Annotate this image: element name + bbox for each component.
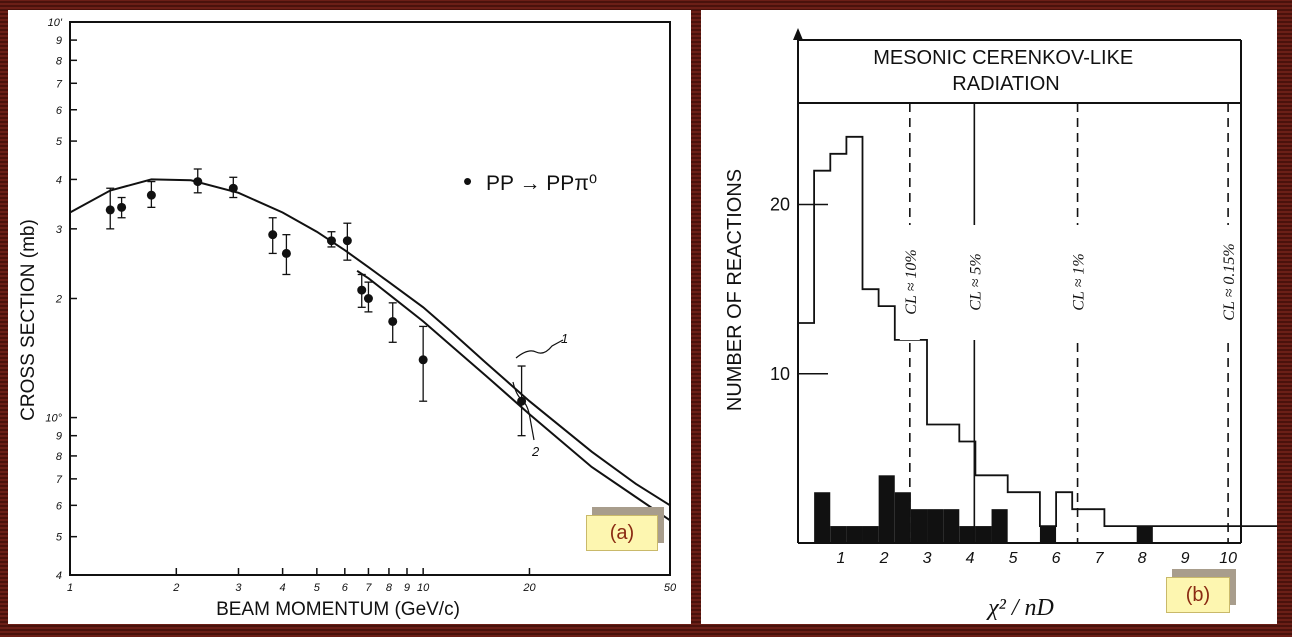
x-tick-label: 4 <box>966 550 975 567</box>
filled-bar <box>943 509 960 543</box>
x-tick-label: 4 <box>280 582 286 594</box>
data-point <box>357 285 367 295</box>
data-point <box>388 316 398 326</box>
cut-label-bg <box>1067 225 1088 340</box>
filled-bar <box>878 475 895 543</box>
filled-bar <box>927 509 944 543</box>
data-point <box>517 396 527 406</box>
x-tick-label: 7 <box>1095 550 1105 567</box>
x-tick-label: 1 <box>837 550 846 567</box>
curve-2 <box>356 269 671 522</box>
data-point <box>342 236 352 246</box>
filled-bar <box>959 526 976 543</box>
x-tick-label: 20 <box>522 582 536 594</box>
cut-label-bg <box>1218 225 1239 340</box>
y-tick-label: 9 <box>56 431 62 443</box>
y-tick-label: 9 <box>56 35 62 47</box>
x-tick-label: 9 <box>1181 550 1190 567</box>
x-tick-label: 10 <box>1219 550 1237 567</box>
cut-label: CL ≈ 1% <box>1071 253 1088 310</box>
legend-marker: • <box>463 166 472 196</box>
y-tick-label: 10° <box>45 413 62 425</box>
curve-2-pointer <box>512 381 535 441</box>
filled-bar <box>975 526 992 543</box>
panel-a: 1 2 3 4 5 6 7 8 9 10 20 50 4 5 6 7 8 9 10° 2 3 4 5 6 7 8 9 10' BEAM… <box>8 10 691 624</box>
x-tick-label: 3 <box>923 550 932 567</box>
filled-bar <box>1136 526 1153 543</box>
y-tick-label: 6 <box>56 105 63 117</box>
panel-b-label: (b) <box>1166 577 1230 613</box>
data-point <box>326 236 336 246</box>
filled-bar <box>991 509 1008 543</box>
data-point <box>193 177 203 187</box>
y-tick-label: 3 <box>56 224 63 236</box>
filled-bar <box>910 509 928 543</box>
y-tick-label: 2 <box>55 294 62 306</box>
filled-bar <box>830 526 847 543</box>
y-tick-label: 7 <box>56 474 63 486</box>
y-tick-label: 4 <box>56 570 62 582</box>
y-axis-label: NUMBER OF REACTIONS <box>724 169 746 411</box>
filled-bar <box>814 492 831 543</box>
x-tick-label: 7 <box>365 582 372 594</box>
x-tick-label: 8 <box>386 582 393 594</box>
outline-histogram <box>797 135 1277 543</box>
y-tick-label: 20 <box>770 195 790 215</box>
x-tick-label: 6 <box>1052 550 1061 567</box>
filled-bar <box>862 526 879 543</box>
cut-label-bg <box>899 225 920 340</box>
data-point <box>363 294 373 303</box>
filled-bar <box>894 492 911 543</box>
cut-label: CL ≈ 0.15% <box>1221 243 1238 320</box>
data-point <box>228 183 238 193</box>
curve-label-2: 2 <box>531 444 540 459</box>
panel-b: CL ≈ 10% CL ≈ 5% CL ≈ 1% CL ≈ 0.15% 10 20 1 2 3… <box>701 10 1277 624</box>
y-tick-label: 5 <box>56 136 63 148</box>
x-tick-label: 2 <box>879 550 889 567</box>
data-point <box>268 230 278 240</box>
data-point <box>281 248 291 258</box>
y-tick-label: 5 <box>56 532 63 544</box>
y-tick-label: 10 <box>770 364 790 384</box>
x-tick-label: 5 <box>1009 550 1018 567</box>
reactions-histogram: CL ≈ 10% CL ≈ 5% CL ≈ 1% CL ≈ 0.15% 10 20 1 2 3… <box>724 28 1277 621</box>
x-tick-label: 9 <box>404 582 410 594</box>
curve-label-1: 1 <box>561 331 568 346</box>
legend-text: PP → PPπ⁰ <box>486 172 597 195</box>
data-point <box>105 205 115 215</box>
cut-label: CL ≈ 10% <box>903 249 920 314</box>
y-tick-label: 7 <box>56 78 63 90</box>
x-tick-label: 8 <box>1138 550 1147 567</box>
data-point <box>418 355 428 365</box>
x-tick-label: 10 <box>417 582 430 594</box>
y-tick-label: 8 <box>56 451 63 463</box>
chart-title: MESONIC CERENKOV-LIKE RADIATION <box>873 47 1139 95</box>
y-axis-label: CROSS SECTION (mb) <box>18 219 39 421</box>
data-point <box>117 202 127 212</box>
x-tick-label: 2 <box>172 582 179 594</box>
x-tick-label: 50 <box>664 582 677 594</box>
data-point <box>146 190 156 200</box>
y-tick-label: 6 <box>56 500 63 512</box>
cut-label-bg <box>964 225 985 340</box>
x-tick-label: 6 <box>342 582 349 594</box>
x-axis-label: BEAM MOMENTUM (GeV/c) <box>216 599 460 620</box>
x-tick-label: 5 <box>314 582 321 594</box>
filled-bar <box>1039 526 1057 543</box>
y-tick-label: 8 <box>56 55 63 67</box>
y-tick-label: 4 <box>56 174 62 186</box>
curve-1-pointer <box>515 339 564 359</box>
x-tick-label: 3 <box>235 582 242 594</box>
y-tick-label: 10' <box>48 17 63 29</box>
curve-1 <box>69 178 671 507</box>
y-axis-arrow <box>793 28 803 40</box>
x-tick-label: 1 <box>67 582 73 594</box>
panel-a-label: (a) <box>586 515 658 551</box>
filled-bar <box>846 526 863 543</box>
cut-label: CL ≈ 5% <box>967 253 984 310</box>
x-axis-label: χ² / nD <box>986 595 1054 621</box>
